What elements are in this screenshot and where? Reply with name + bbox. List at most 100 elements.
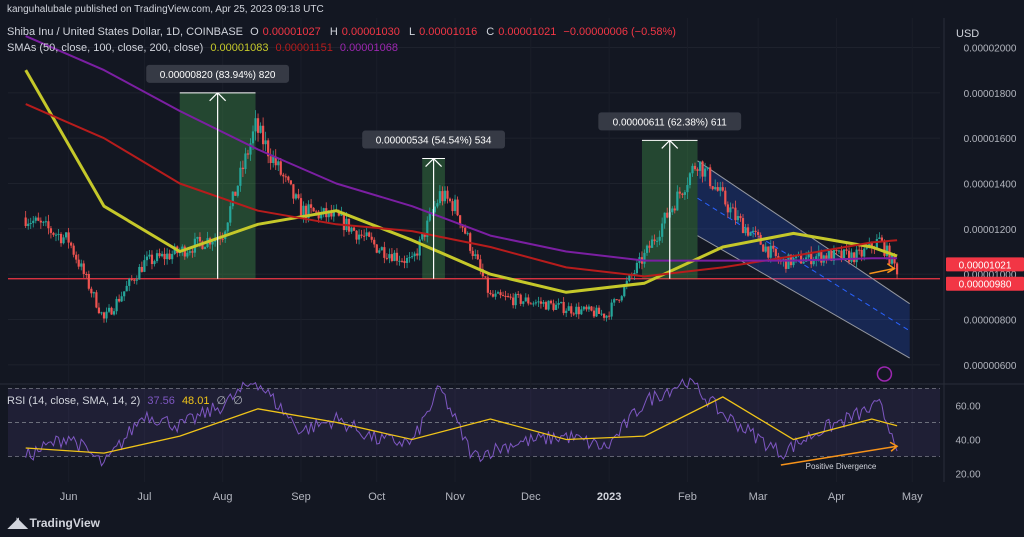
- price-arrowhead: [886, 263, 896, 274]
- candle-body: [112, 311, 116, 315]
- candle-body: [661, 223, 664, 237]
- candle-body: [128, 278, 131, 286]
- measure-arrowhead: [217, 92, 227, 102]
- candle-body: [698, 161, 702, 171]
- candle-body: [855, 249, 858, 263]
- candle-body: [552, 303, 555, 310]
- candle-body: [37, 217, 40, 221]
- candle-body: [403, 260, 406, 264]
- candle-body: [49, 228, 53, 233]
- candle-body: [135, 279, 138, 281]
- candle-body: [355, 230, 358, 240]
- candle-body: [618, 299, 621, 301]
- time-tick-label: Jul: [137, 491, 151, 503]
- candle-body: [57, 233, 60, 235]
- candle-body: [183, 246, 186, 257]
- candle-body: [133, 279, 136, 281]
- candle-body: [592, 310, 596, 317]
- sma-legend-label[interactable]: SMAs (50, close, 100, close, 200, close): [7, 42, 204, 54]
- candle-body: [827, 251, 830, 260]
- candle-body: [494, 293, 497, 297]
- measure-label: 0.00000611 (62.38%) 611: [613, 117, 728, 128]
- candle-body: [501, 295, 505, 297]
- candle-body: [264, 140, 267, 145]
- candle-body: [125, 285, 128, 292]
- measure-label: 0.00000820 (83.94%) 820: [160, 70, 276, 81]
- candle-body: [691, 165, 694, 174]
- candle-body: [610, 302, 613, 317]
- candle-body: [704, 168, 707, 177]
- rsi-legend-label[interactable]: RSI (14, close, SMA, 14, 2): [7, 395, 141, 407]
- candle-body: [817, 251, 820, 257]
- candle-body: [100, 312, 103, 314]
- measure-label-bg: [598, 112, 742, 131]
- time-tick-label: Sep: [291, 491, 311, 503]
- candle-body: [373, 239, 376, 245]
- candle-body: [64, 232, 68, 238]
- candle-body: [486, 277, 489, 293]
- candle-body: [582, 306, 585, 310]
- price-tick-label: 0.00001400: [964, 179, 1017, 190]
- candle-body: [729, 207, 732, 213]
- candle-body: [416, 253, 419, 256]
- candle-body: [709, 167, 712, 187]
- candle-body: [549, 300, 553, 304]
- candle-body: [544, 302, 548, 310]
- candle-body: [456, 199, 459, 216]
- open-label: O: [250, 26, 259, 38]
- candle-body: [85, 273, 88, 275]
- candle-body: [110, 307, 113, 315]
- candle-body: [615, 299, 618, 301]
- candle-body: [590, 306, 593, 311]
- candle-body: [120, 296, 123, 302]
- candle-body: [688, 173, 692, 186]
- candle-body: [309, 204, 313, 208]
- candle-body: [408, 257, 411, 259]
- candle-body: [262, 125, 265, 145]
- candle-body: [663, 212, 666, 224]
- candle-body: [390, 254, 394, 262]
- measure-arrowhead: [669, 139, 679, 149]
- candle-body: [754, 230, 757, 233]
- candle-body: [378, 250, 381, 253]
- candle-body: [299, 198, 303, 218]
- price-tick-label: 0.00000600: [964, 361, 1017, 372]
- measure-arrowhead: [433, 158, 443, 167]
- candle-body: [860, 249, 863, 257]
- grid-lines: [0, 18, 1024, 482]
- candle-body: [97, 307, 101, 314]
- low-label: L: [408, 26, 416, 38]
- time-tick-label: Dec: [521, 491, 541, 503]
- candle-body: [825, 255, 828, 260]
- candle-body: [446, 190, 449, 199]
- candle-body: [769, 245, 772, 258]
- candle-body: [812, 260, 815, 265]
- candle-body: [32, 220, 35, 224]
- channel-lower: [697, 235, 910, 359]
- candle-body: [554, 304, 558, 310]
- candle-body: [395, 252, 399, 261]
- candle-body: [565, 310, 568, 314]
- candle-body: [398, 260, 401, 262]
- candle-body: [527, 297, 530, 304]
- candle-body: [645, 245, 649, 253]
- candle-body: [656, 240, 659, 242]
- tradingview-logo[interactable]: ◢◣ TradingView: [8, 514, 100, 531]
- candle-body: [484, 276, 487, 278]
- candle-body: [433, 206, 436, 213]
- low-value: 0.00001016: [419, 26, 478, 38]
- price-label: 0.00000980: [959, 280, 1012, 291]
- candle-body: [496, 292, 500, 294]
- candle-body: [799, 254, 803, 264]
- candle-body: [274, 156, 277, 166]
- candle-body: [251, 131, 255, 144]
- candle-body: [148, 254, 151, 257]
- candle-body: [577, 306, 580, 315]
- candle-body: [853, 252, 856, 263]
- candle-body: [880, 237, 884, 241]
- candle-body: [666, 212, 669, 218]
- price-label-bg: [946, 257, 1024, 272]
- symbol-title[interactable]: Shiba Inu / United States Dollar, 1D, CO…: [7, 26, 244, 38]
- candle-body: [441, 191, 444, 202]
